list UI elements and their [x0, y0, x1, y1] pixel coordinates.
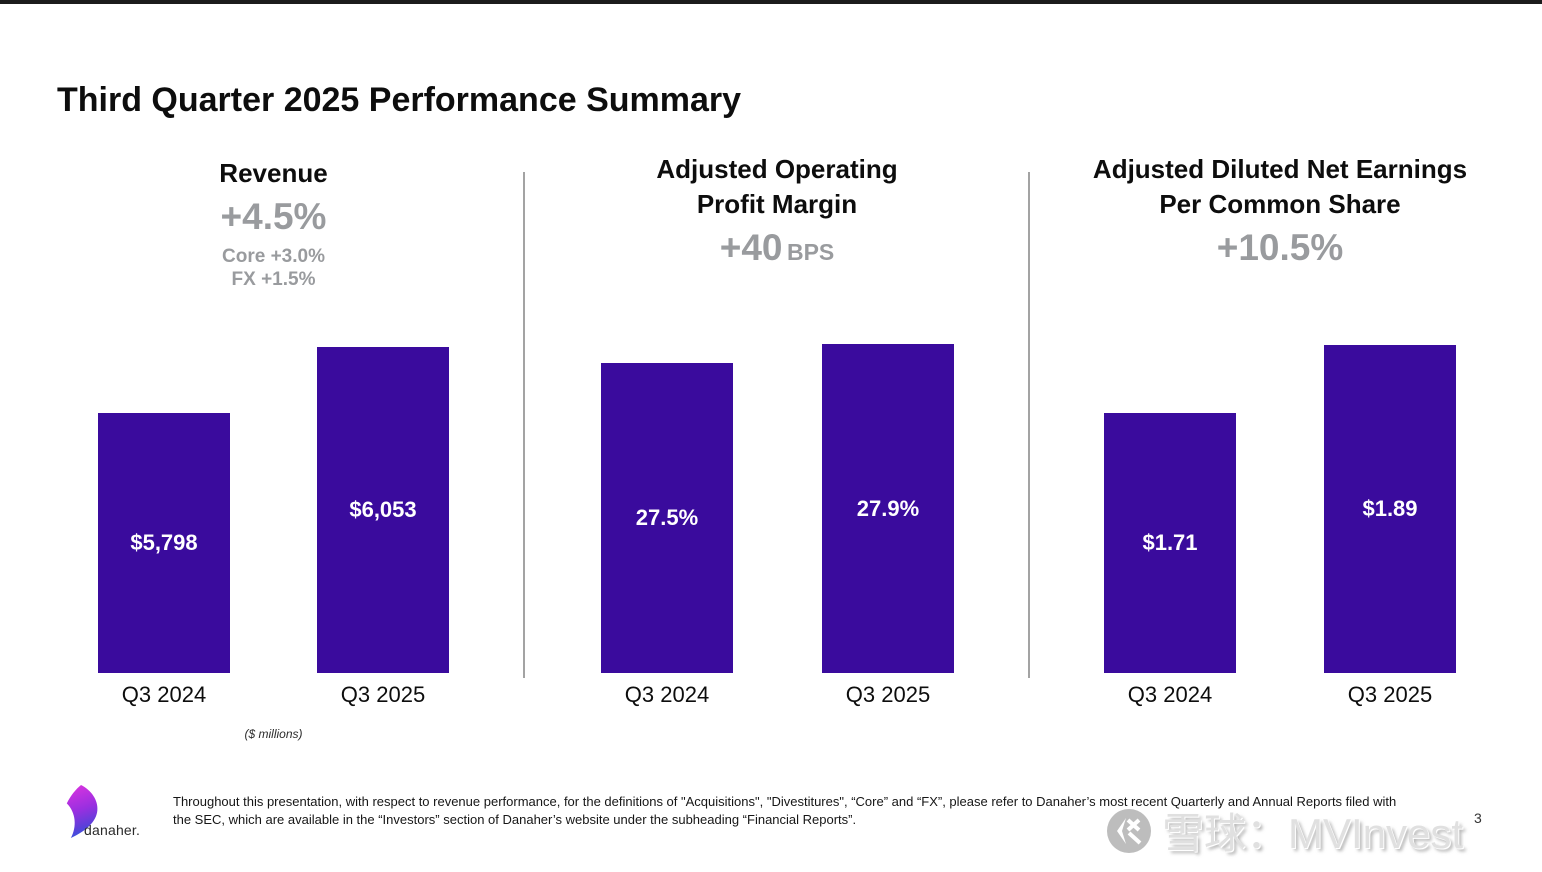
eps-bar-q3-2024-value: $1.71 — [1142, 530, 1198, 555]
top-border-strip — [0, 0, 1542, 4]
panel-divider-right — [1028, 172, 1030, 678]
revenue-category-labels: Q3 2024 Q3 2025 — [98, 682, 449, 708]
revenue-unit-note: ($ millions) — [244, 727, 303, 741]
eps-title-line1: Adjusted Diluted Net Earnings — [1092, 154, 1468, 184]
eps-bar-q3-2025-value: $1.89 — [1362, 496, 1418, 521]
revenue-title: Revenue — [219, 158, 328, 188]
eps-cat-q3-2025: Q3 2025 — [1347, 682, 1433, 707]
op-margin-cat-q3-2025: Q3 2025 — [845, 682, 931, 707]
danaher-swoosh-icon — [66, 785, 98, 838]
footer-disclaimer: Throughout this presentation, with respe… — [173, 793, 1396, 828]
page-number: 3 — [1474, 810, 1482, 826]
eps-bars: $1.71 $1.89 — [1104, 343, 1456, 673]
eps-bar-q3-2024: $1.71 — [1104, 413, 1236, 673]
page-title: Third Quarter 2025 Performance Summary — [57, 80, 742, 119]
op-margin-bar-q3-2024: 27.5% — [601, 363, 733, 673]
eps-title-line2: Per Common Share — [1159, 189, 1401, 219]
revenue-cat-q3-2024: Q3 2024 — [121, 682, 207, 707]
op-margin-cat-q3-2024: Q3 2024 — [624, 682, 710, 707]
revenue-panel-header: Revenue +4.5% Core +3.0% FX +1.5% — [98, 156, 449, 291]
revenue-fx-growth: FX +1.5% — [231, 269, 316, 290]
revenue-change: +4.5% — [98, 197, 449, 245]
eps-category-labels: Q3 2024 Q3 2025 — [1104, 682, 1456, 708]
op-margin-bar-q3-2025: 27.9% — [822, 344, 954, 673]
revenue-change-value: +4.5% — [220, 196, 327, 237]
danaher-logo: danaher. — [52, 784, 162, 842]
eps-panel-header: Adjusted Diluted Net Earnings Per Common… — [1065, 152, 1495, 276]
op-margin-bars: 27.5% 27.9% — [601, 343, 954, 673]
eps-change: +10.5% — [1065, 228, 1495, 276]
op-margin-panel-header: Adjusted Operating Profit Margin +40 BPS — [577, 152, 977, 276]
eps-cat-q3-2024: Q3 2024 — [1127, 682, 1213, 707]
revenue-core-growth: Core +3.0% — [222, 246, 325, 267]
panel-divider-left — [523, 172, 525, 678]
op-margin-change-value: +40 — [719, 227, 783, 268]
footer-disclaimer-line2: the SEC, which are available in the “Inv… — [173, 811, 857, 827]
revenue-bars: $5,798 $6,053 — [98, 343, 449, 673]
op-margin-title-line2: Profit Margin — [696, 189, 858, 219]
revenue-cat-q3-2025: Q3 2025 — [340, 682, 426, 707]
footer-disclaimer-line1: Throughout this presentation, with respe… — [173, 794, 1397, 809]
danaher-logo-text: danaher. — [84, 822, 141, 838]
revenue-bar-q3-2025: $6,053 — [317, 347, 449, 673]
op-margin-change-suffix: BPS — [786, 239, 835, 265]
revenue-bar-q3-2024: $5,798 — [98, 413, 230, 673]
revenue-bar-q3-2025-value: $6,053 — [349, 497, 417, 522]
op-margin-bar-q3-2024-value: 27.5% — [635, 505, 699, 530]
op-margin-bar-q3-2025-value: 27.9% — [856, 495, 920, 521]
op-margin-change: +40 BPS — [577, 228, 977, 276]
eps-bar-q3-2025: $1.89 — [1324, 345, 1456, 673]
revenue-bar-q3-2024-value: $5,798 — [130, 530, 198, 555]
op-margin-title-line1: Adjusted Operating — [656, 154, 898, 184]
op-margin-category-labels: Q3 2024 Q3 2025 — [601, 682, 954, 708]
eps-change-value: +10.5% — [1216, 227, 1344, 268]
